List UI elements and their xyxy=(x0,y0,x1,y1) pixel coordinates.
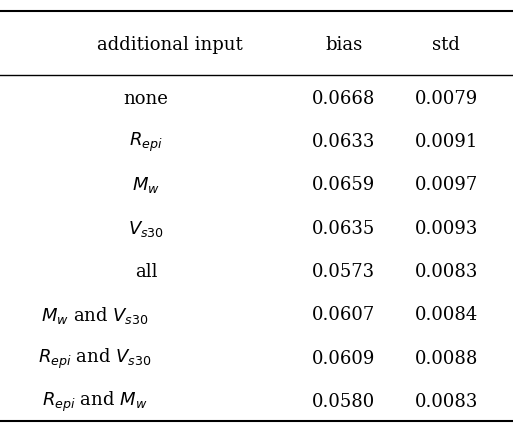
Text: std: std xyxy=(432,36,460,54)
Text: 0.0083: 0.0083 xyxy=(415,393,478,411)
Text: bias: bias xyxy=(325,36,362,54)
Text: $M_w$: $M_w$ xyxy=(132,175,160,196)
Text: 0.0635: 0.0635 xyxy=(312,220,376,238)
Text: 0.0607: 0.0607 xyxy=(312,306,376,324)
Text: $R_{epi}$ and $V_{s30}$: $R_{epi}$ and $V_{s30}$ xyxy=(38,347,152,371)
Text: 0.0088: 0.0088 xyxy=(415,350,478,368)
Text: 0.0633: 0.0633 xyxy=(312,133,376,151)
Text: 0.0097: 0.0097 xyxy=(415,176,478,194)
Text: 0.0079: 0.0079 xyxy=(415,90,478,108)
Text: 0.0580: 0.0580 xyxy=(312,393,376,411)
Text: 0.0668: 0.0668 xyxy=(312,90,376,108)
Text: 0.0093: 0.0093 xyxy=(415,220,478,238)
Text: all: all xyxy=(135,263,157,281)
Text: $R_{epi}$: $R_{epi}$ xyxy=(129,130,163,154)
Text: none: none xyxy=(124,90,169,108)
Text: 0.0659: 0.0659 xyxy=(312,176,376,194)
Text: $M_w$ and $V_{s30}$: $M_w$ and $V_{s30}$ xyxy=(41,305,149,326)
Text: 0.0609: 0.0609 xyxy=(312,350,376,368)
Text: additional input: additional input xyxy=(97,36,243,54)
Text: $R_{epi}$ and $M_w$: $R_{epi}$ and $M_w$ xyxy=(42,390,148,414)
Text: 0.0084: 0.0084 xyxy=(415,306,478,324)
Text: $V_{s30}$: $V_{s30}$ xyxy=(128,219,164,239)
Text: 0.0573: 0.0573 xyxy=(312,263,376,281)
Text: 0.0083: 0.0083 xyxy=(415,263,478,281)
Text: 0.0091: 0.0091 xyxy=(415,133,478,151)
